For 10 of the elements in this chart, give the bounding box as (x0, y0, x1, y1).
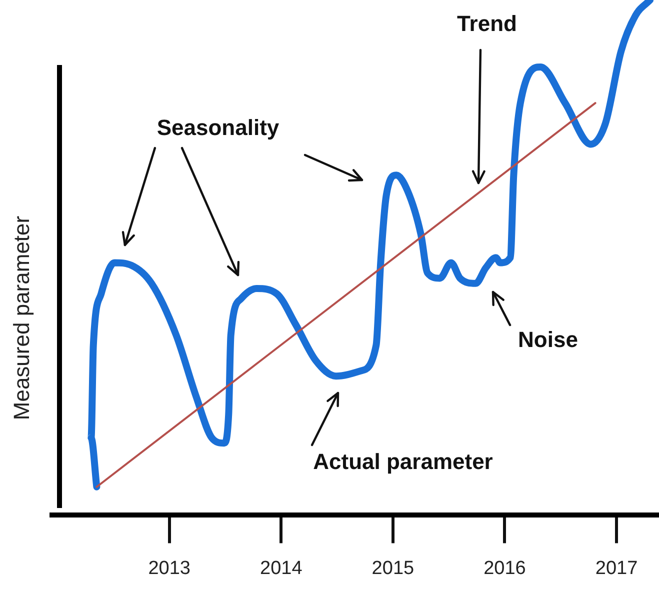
annotation: Actual parameter (313, 449, 493, 475)
annotation: Seasonality (156, 115, 280, 141)
y-axis-title: Measured parameter (9, 216, 35, 420)
x-tick-label: 2016 (484, 558, 526, 579)
x-tick-label: 2015 (372, 558, 414, 579)
annotation: Noise (518, 327, 578, 353)
x-tick-label: 2013 (148, 558, 191, 579)
x-tick-label: 2017 (595, 558, 638, 579)
annotation: Trend (457, 11, 517, 37)
x-tick-label: 2014 (260, 558, 303, 579)
